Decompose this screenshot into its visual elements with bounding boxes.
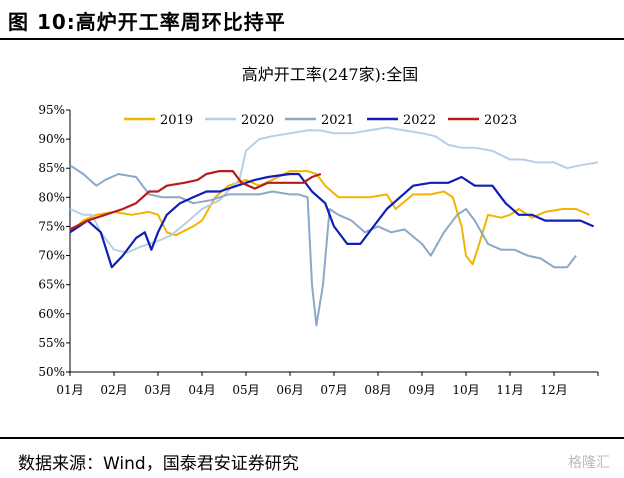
x-tick-label: 01月 bbox=[56, 383, 83, 397]
x-tick-label: 04月 bbox=[188, 383, 215, 397]
y-tick-label: 65% bbox=[38, 278, 65, 292]
x-tick-label: 06月 bbox=[276, 383, 303, 397]
y-tick-label: 95% bbox=[38, 103, 65, 117]
legend-label-2019: 2019 bbox=[160, 113, 193, 128]
title-rule bbox=[0, 38, 624, 40]
y-tick-label: 70% bbox=[38, 249, 65, 263]
series-2021-line bbox=[69, 164, 577, 327]
chart-series bbox=[69, 126, 599, 327]
x-tick-label: 03月 bbox=[144, 383, 171, 397]
series-2019-line bbox=[69, 170, 590, 266]
y-tick-label: 60% bbox=[38, 307, 65, 321]
y-tick-label: 80% bbox=[38, 190, 65, 204]
x-tick-label: 08月 bbox=[364, 383, 391, 397]
y-tick-label: 55% bbox=[38, 336, 65, 350]
chart-axes: 50% 55% 60% 65% 70% 75% 80% 85% 90% 95% 01月 02月 03月 0… bbox=[38, 103, 599, 397]
legend-label-2022: 2022 bbox=[403, 113, 436, 128]
x-tick-label: 05月 bbox=[232, 383, 259, 397]
chart-legend: 2019 2020 2021 2022 2023 bbox=[124, 113, 517, 128]
legend-label-2023: 2023 bbox=[484, 113, 517, 128]
line-chart: 高炉开工率(247家):全国 2019 2020 2021 2022 2023 50%5… bbox=[38, 65, 599, 397]
figure-title: 图 10:高炉开工率周环比持平 bbox=[8, 10, 286, 34]
y-tick-label: 75% bbox=[38, 219, 65, 233]
source-note: 数据来源：Wind，国泰君安证券研究 bbox=[18, 454, 299, 474]
watermark: 格隆汇 bbox=[568, 455, 610, 471]
y-tick-label: 50% bbox=[38, 365, 65, 379]
series-2020-line bbox=[69, 126, 599, 254]
y-tick-label: 90% bbox=[38, 132, 65, 146]
series-2022-line bbox=[69, 172, 595, 269]
legend-label-2020: 2020 bbox=[241, 113, 274, 128]
x-tick-label: 11月 bbox=[496, 383, 523, 397]
legend-label-2021: 2021 bbox=[321, 113, 354, 128]
x-tick-label: 10月 bbox=[452, 383, 479, 397]
source-rule bbox=[0, 437, 624, 439]
y-tick-label: 85% bbox=[38, 161, 65, 175]
chart-title: 高炉开工率(247家):全国 bbox=[242, 65, 418, 84]
x-tick-label: 02月 bbox=[100, 383, 127, 397]
series-2023-line bbox=[69, 170, 322, 231]
x-tick-label: 07月 bbox=[320, 383, 347, 397]
x-tick-label: 09月 bbox=[408, 383, 435, 397]
x-tick-label: 12月 bbox=[540, 383, 567, 397]
